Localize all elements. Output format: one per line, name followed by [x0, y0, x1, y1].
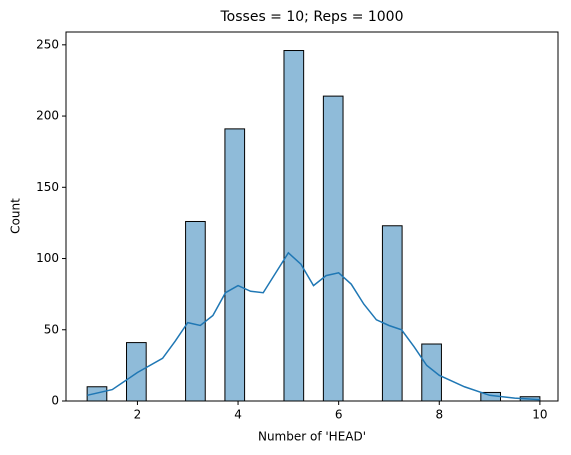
bar — [322, 95, 344, 402]
bar — [224, 128, 246, 402]
bar — [381, 225, 403, 402]
kde-line — [86, 251, 540, 401]
plot-frame — [65, 31, 559, 402]
x-tick-label: 4 — [234, 408, 242, 422]
bar — [185, 220, 206, 402]
bar — [283, 50, 305, 402]
y-tick-label: 250 — [36, 37, 59, 51]
y-axis-label: Count — [9, 198, 23, 234]
x-tick-label: 10 — [532, 408, 547, 422]
chart-title: Tosses = 10; Reps = 1000 — [220, 9, 404, 25]
x-tick-label: 8 — [435, 408, 443, 422]
bar — [421, 343, 442, 402]
y-tick-label: 200 — [36, 109, 59, 123]
x-axis-label: Number of 'HEAD' — [258, 430, 366, 444]
y-tick-label: 50 — [44, 322, 59, 336]
y-tick-label: 150 — [36, 180, 59, 194]
x-tick-label: 2 — [134, 408, 142, 422]
y-tick-label: 0 — [51, 394, 59, 408]
bar — [126, 342, 147, 402]
y-tick-label: 100 — [36, 251, 59, 265]
x-tick-label: 6 — [335, 408, 343, 422]
